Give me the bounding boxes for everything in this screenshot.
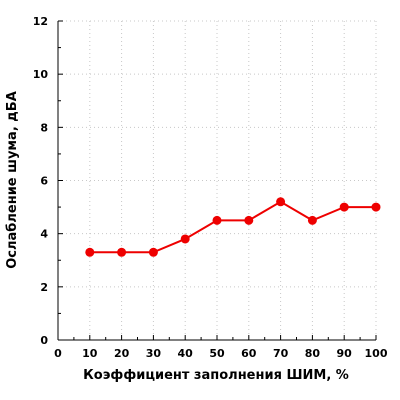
data-point [148,247,158,257]
data-point [339,202,349,212]
y-tick-label: 10 [33,68,49,81]
series-layer [85,197,381,257]
y-tick-label: 6 [40,175,48,188]
data-point [180,234,190,244]
x-tick-label: 90 [337,347,353,360]
axes [57,21,376,341]
y-axis-title: Ослабление шума, дБА [5,91,20,269]
data-point [212,215,222,225]
data-point [244,215,254,225]
y-tick-label: 4 [40,228,48,241]
x-tick-label: 10 [82,347,98,360]
x-tick-label: 80 [305,347,321,360]
y-axis-ticks: 0 2 4 6 8 10 12 [33,15,63,347]
x-tick-label: 30 [146,347,162,360]
x-tick-label: 40 [178,347,194,360]
y-tick-label: 0 [40,334,48,347]
x-tick-label: 50 [209,347,225,360]
x-tick-label: 70 [273,347,289,360]
x-tick-label: 60 [241,347,257,360]
y-tick-label: 2 [40,281,48,294]
x-tick-label: 20 [114,347,130,360]
x-axis-title: Коэффициент заполнения ШИМ, % [83,368,349,383]
data-point [276,197,286,207]
data-point [85,247,95,257]
x-tick-label: 100 [365,347,388,360]
x-tick-label: 0 [54,347,62,360]
grid [58,20,377,340]
series-line [89,200,376,254]
y-tick-label: 8 [40,121,48,134]
data-point [371,202,381,212]
x-axis-ticks: 0 10 20 30 40 50 60 70 80 90 100 [54,335,388,360]
data-point [117,247,127,257]
y-tick-label: 12 [33,15,48,28]
data-point [307,215,317,225]
